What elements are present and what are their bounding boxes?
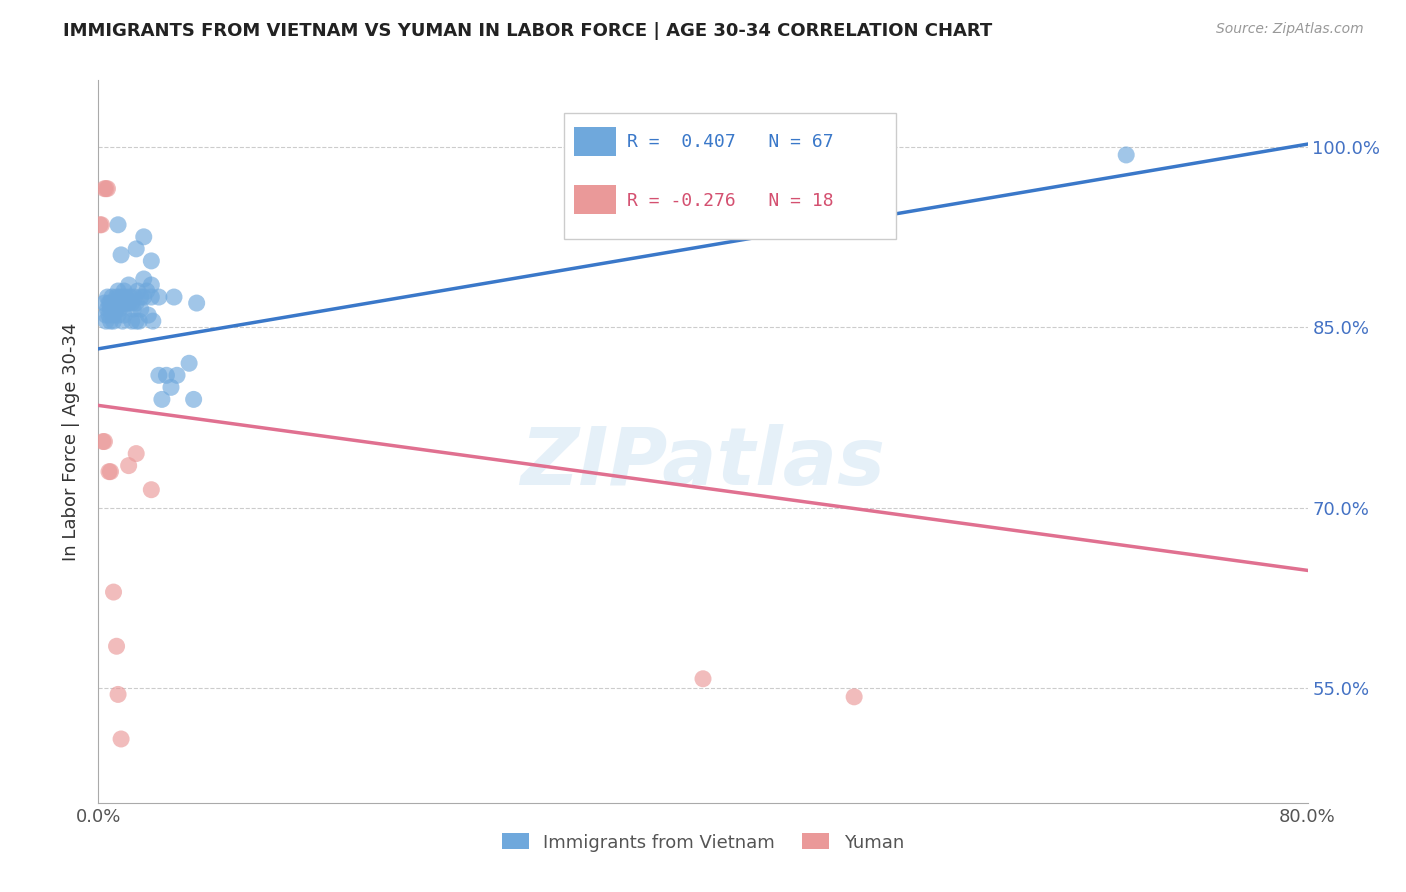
Point bbox=[98, 296, 121, 310]
Point bbox=[100, 301, 122, 317]
Point bbox=[148, 290, 170, 304]
Point bbox=[94, 308, 117, 322]
Point bbox=[1115, 148, 1137, 162]
Point bbox=[124, 290, 146, 304]
Point bbox=[141, 277, 163, 292]
Point bbox=[96, 290, 118, 304]
Point bbox=[110, 248, 132, 262]
Point bbox=[103, 585, 125, 599]
Point bbox=[104, 301, 127, 317]
Point bbox=[121, 296, 143, 310]
Point bbox=[141, 253, 163, 268]
Point bbox=[91, 434, 114, 449]
Text: ZIPatlas: ZIPatlas bbox=[520, 425, 886, 502]
Point bbox=[142, 314, 165, 328]
Point bbox=[132, 230, 155, 244]
Point bbox=[105, 290, 128, 304]
Point bbox=[108, 301, 131, 317]
Point bbox=[155, 368, 177, 383]
Point bbox=[179, 356, 201, 370]
Point bbox=[107, 687, 129, 701]
Point bbox=[107, 308, 129, 322]
Point bbox=[136, 308, 159, 322]
Point bbox=[111, 290, 134, 304]
Point bbox=[94, 181, 117, 195]
Point bbox=[148, 368, 170, 383]
Point bbox=[166, 368, 188, 383]
Point bbox=[141, 290, 163, 304]
Point bbox=[103, 308, 125, 322]
Point bbox=[111, 314, 134, 328]
Point bbox=[118, 458, 141, 473]
Point bbox=[112, 308, 135, 322]
Bar bbox=[574, 128, 616, 156]
Point bbox=[93, 434, 115, 449]
Point bbox=[120, 290, 142, 304]
Point bbox=[98, 465, 121, 479]
Point bbox=[90, 218, 112, 232]
Point bbox=[141, 483, 163, 497]
Point bbox=[107, 218, 129, 232]
FancyBboxPatch shape bbox=[564, 112, 897, 239]
Point bbox=[100, 314, 122, 328]
Point bbox=[110, 731, 132, 746]
Point bbox=[129, 301, 152, 317]
Point bbox=[150, 392, 173, 407]
Point bbox=[101, 290, 124, 304]
Point bbox=[105, 301, 128, 317]
Point bbox=[107, 284, 129, 298]
Text: IMMIGRANTS FROM VIETNAM VS YUMAN IN LABOR FORCE | AGE 30-34 CORRELATION CHART: IMMIGRANTS FROM VIETNAM VS YUMAN IN LABO… bbox=[63, 22, 993, 40]
Point bbox=[118, 277, 141, 292]
Y-axis label: In Labor Force | Age 30-34: In Labor Force | Age 30-34 bbox=[62, 322, 80, 561]
Point bbox=[105, 640, 128, 654]
Point bbox=[100, 465, 122, 479]
Point bbox=[101, 301, 124, 317]
Point bbox=[93, 296, 115, 310]
Point bbox=[125, 242, 148, 256]
Point bbox=[128, 314, 150, 328]
Point bbox=[100, 296, 122, 310]
Point bbox=[844, 690, 866, 704]
Point bbox=[160, 380, 183, 394]
Point bbox=[108, 290, 131, 304]
Point bbox=[132, 290, 155, 304]
Point bbox=[132, 272, 155, 286]
Point bbox=[103, 314, 125, 328]
Point bbox=[107, 296, 129, 310]
Point bbox=[114, 290, 136, 304]
Point bbox=[121, 314, 143, 328]
Point bbox=[692, 672, 714, 686]
Point bbox=[89, 218, 111, 232]
Text: R = -0.276   N = 18: R = -0.276 N = 18 bbox=[627, 192, 834, 210]
Point bbox=[112, 284, 135, 298]
Point bbox=[186, 296, 208, 310]
Point bbox=[125, 314, 148, 328]
Point bbox=[129, 290, 152, 304]
Point bbox=[96, 301, 118, 317]
Point bbox=[135, 284, 157, 298]
Point bbox=[94, 314, 117, 328]
Point bbox=[115, 296, 138, 310]
Point bbox=[96, 181, 118, 195]
Point bbox=[110, 296, 132, 310]
Point bbox=[183, 392, 205, 407]
Text: R =  0.407   N = 67: R = 0.407 N = 67 bbox=[627, 133, 834, 151]
Point bbox=[163, 290, 186, 304]
Point bbox=[118, 296, 141, 310]
Legend: Immigrants from Vietnam, Yuman: Immigrants from Vietnam, Yuman bbox=[495, 826, 911, 859]
Point bbox=[127, 284, 149, 298]
Text: Source: ZipAtlas.com: Source: ZipAtlas.com bbox=[1216, 22, 1364, 37]
Point bbox=[98, 308, 121, 322]
Point bbox=[125, 296, 148, 310]
Bar bbox=[574, 185, 616, 214]
Point bbox=[103, 296, 125, 310]
Point bbox=[93, 181, 115, 195]
Point bbox=[112, 296, 135, 310]
Point bbox=[125, 446, 148, 460]
Point bbox=[122, 301, 145, 317]
